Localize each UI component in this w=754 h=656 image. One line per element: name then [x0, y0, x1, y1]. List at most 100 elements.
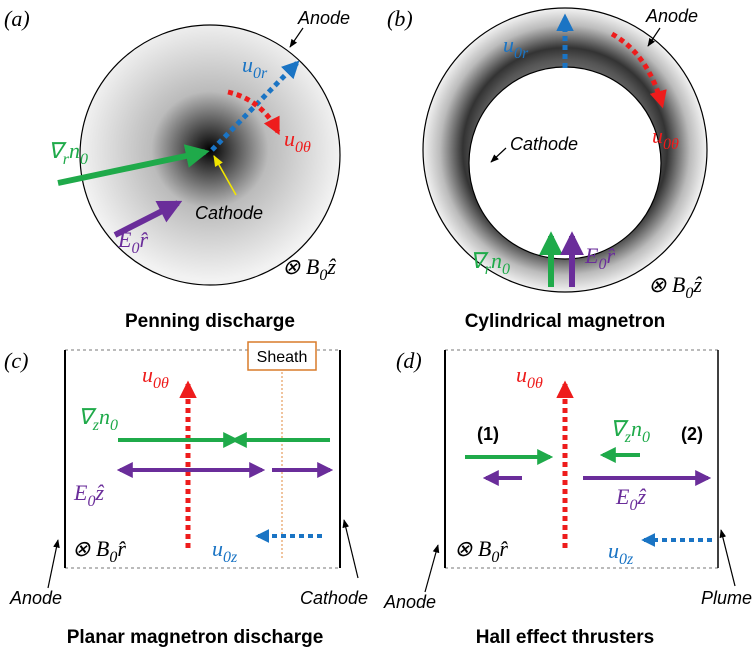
gradient-label: ∇rn0 [470, 248, 510, 278]
subscript: 0z [619, 551, 634, 568]
magnetic-label: ⊗ B0ẑ [648, 272, 702, 302]
panel-label: (c) [4, 348, 28, 373]
pointer [719, 529, 736, 587]
subscript: 0 [629, 497, 637, 514]
subscript: 0 [80, 151, 88, 168]
symbol: u [516, 362, 527, 387]
subscript: 0 [491, 549, 499, 566]
magnetic-label: ⊗ B0r̂ [454, 536, 508, 566]
field-label: E0ẑ [615, 484, 646, 514]
symbol: r̂ [139, 227, 148, 252]
symbol: ∇ [48, 138, 67, 163]
symbol: ẑ [326, 254, 336, 279]
velocity-label: u0θ [142, 362, 169, 392]
symbol: r̂ [499, 536, 508, 561]
cathode-label: Cathode [300, 588, 368, 608]
subscript: r [63, 151, 70, 168]
arrow [57, 144, 210, 186]
symbol: n [491, 248, 502, 273]
symbol: ⊗ B [648, 272, 685, 297]
symbol: u [652, 123, 663, 148]
subscript: z [624, 429, 632, 446]
subscript: 0r [253, 65, 268, 82]
region-label: (1) [477, 424, 499, 444]
field-label: E0r̂ [584, 243, 615, 273]
anode-label: Anode [297, 8, 350, 28]
symbol: r̂ [117, 536, 126, 561]
panel-title: Penning discharge [125, 311, 295, 332]
panel-label: (a) [4, 6, 30, 31]
symbol: ⊗ B [454, 536, 491, 561]
subscript: z [92, 417, 100, 434]
cathode-label: Cathode [195, 203, 263, 223]
subscript: 0z [223, 549, 238, 566]
symbol: ⊗ B [72, 536, 109, 561]
symbol: u [242, 52, 253, 77]
symbol: n [69, 138, 80, 163]
plume-label: Plume [701, 588, 752, 608]
subscript: 0 [642, 429, 650, 446]
subscript: 0θ [295, 139, 311, 156]
symbol: u [503, 32, 514, 57]
pointer [490, 147, 507, 163]
symbol: n [99, 404, 110, 429]
velocity-label: u0z [608, 538, 634, 568]
subscript: 0 [131, 240, 139, 257]
velocity-label: u0r [242, 52, 268, 82]
subscript: 0 [685, 285, 693, 302]
anode-label: Anode [645, 6, 698, 26]
pointer [424, 544, 440, 593]
velocity-label: u0θ [652, 123, 679, 153]
subscript: 0r [514, 45, 529, 62]
symbol: ẑ [94, 480, 104, 505]
pointer [342, 519, 359, 579]
pointer [647, 27, 661, 47]
subscript: 0θ [663, 136, 679, 153]
symbol: ⊗ B [282, 254, 319, 279]
magnetic-label: ⊗ B0r̂ [72, 536, 126, 566]
field-label: E0ẑ [73, 480, 104, 510]
arrow [113, 200, 183, 238]
symbol: E [73, 480, 88, 505]
velocity-label: u0z [212, 536, 238, 566]
subscript: r [485, 261, 492, 278]
subscript: 0 [502, 261, 510, 278]
panel-label: (b) [387, 6, 413, 31]
pointer [47, 539, 60, 589]
anode-label: Anode [9, 588, 62, 608]
panel-b: (b) Anode Cathode Cylindrical magnetron [387, 6, 708, 332]
panel-title: Planar magnetron discharge [67, 627, 324, 648]
subscript: 0 [319, 267, 327, 284]
velocity-label: u0r [503, 32, 529, 62]
symbol: ∇ [78, 404, 97, 429]
symbol: ẑ [692, 272, 702, 297]
panel-c: (c) Sheath Anode Cathode Planar magnetro… [4, 341, 368, 648]
symbol: ∇ [470, 248, 489, 273]
region-label: (2) [681, 424, 703, 444]
symbol: u [284, 126, 295, 151]
pointer [213, 155, 237, 196]
velocity-label: u0θ [284, 126, 311, 156]
gradient-label: ∇zn0 [78, 404, 118, 434]
subscript: 0θ [527, 375, 543, 392]
symbol: ẑ [636, 484, 646, 509]
symbol: E [615, 484, 630, 509]
symbol: r̂ [606, 243, 615, 268]
symbol: ∇ [610, 416, 629, 441]
panel-a: (a) Anode Cathode Penning discharge [4, 6, 350, 332]
gradient-label: ∇rn0 [48, 138, 88, 168]
field-label: E0r̂ [117, 227, 148, 257]
symbol: E [584, 243, 599, 268]
sheath-label: Sheath [257, 349, 308, 366]
gradient-label: ∇zn0 [610, 416, 650, 446]
symbol: u [142, 362, 153, 387]
symbol: u [608, 538, 619, 563]
arrow [210, 60, 300, 152]
sheath-box [247, 341, 317, 371]
panel-d: (d) (1) (2) Anode Plume Hall effect thru… [383, 348, 752, 648]
panel-title: Hall effect thrusters [476, 627, 654, 648]
cathode-label: Cathode [510, 134, 578, 154]
subscript: 0 [87, 493, 95, 510]
cathode [468, 66, 662, 260]
